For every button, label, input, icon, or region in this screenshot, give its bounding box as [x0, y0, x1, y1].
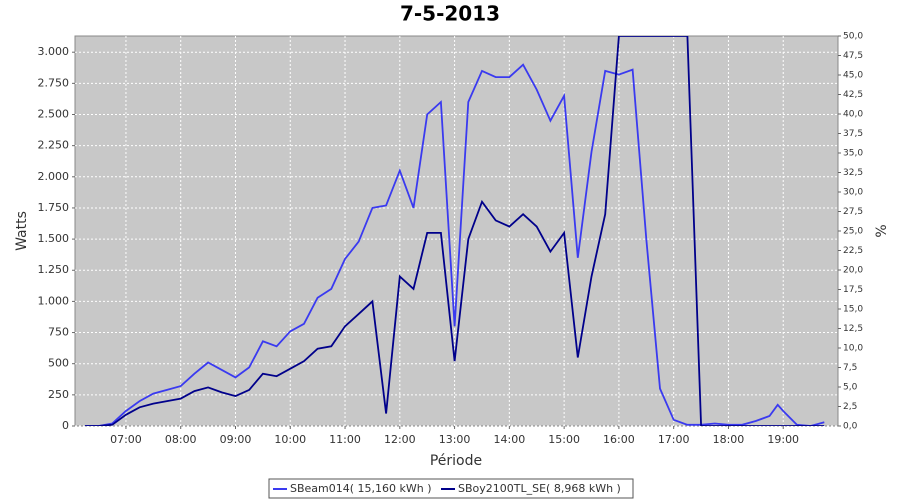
legend-label: SBoy2100TL_SE( 8,968 kWh ): [458, 482, 621, 495]
x-tick-label: 14:00: [494, 433, 526, 446]
y-tick-label: 250: [48, 388, 69, 401]
y-tick-label: 1.750: [38, 201, 70, 214]
plot-area: [74, 35, 839, 427]
y2-tick-label: 20,0: [843, 266, 863, 276]
x-tick-label: 19:00: [767, 433, 799, 446]
x-tick-label: 11:00: [329, 433, 361, 446]
x-tick-label: 12:00: [384, 433, 416, 446]
y2-tick-label: 45,0: [843, 71, 863, 81]
y2-tick-label: 17,5: [843, 285, 863, 295]
x-axis-title: Période: [430, 453, 482, 469]
y2-tick-label: 32,5: [843, 168, 863, 178]
y2-tick-label: 25,0: [843, 227, 863, 237]
x-tick-label: 08:00: [165, 433, 197, 446]
y2-tick-label: 5,0: [843, 383, 858, 393]
y2-axis-title: %: [874, 224, 890, 237]
y2-tick-label: 50,0: [843, 32, 863, 42]
x-tick-label: 09:00: [220, 433, 252, 446]
y2-tick-label: 0,0: [843, 422, 858, 432]
x-tick-label: 13:00: [439, 433, 471, 446]
x-tick-label: 15:00: [548, 433, 580, 446]
y2-tick-label: 2,5: [843, 402, 857, 412]
y-axis-title: Watts: [14, 211, 30, 251]
y-tick-label: 2.500: [38, 107, 70, 120]
series-line: [84, 63, 825, 426]
y2-tick-label: 7,5: [843, 363, 857, 373]
legend-label: SBeam014( 15,160 kWh ): [290, 482, 432, 495]
series-line: [84, 36, 825, 426]
x-tick-label: 10:00: [274, 433, 306, 446]
x-tick-label: 16:00: [603, 433, 635, 446]
y-tick-label: 1.250: [38, 263, 70, 276]
y2-tick-label: 12,5: [843, 324, 863, 334]
x-tick-label: 18:00: [713, 433, 745, 446]
y2-tick-label: 15,0: [843, 305, 863, 315]
y2-tick-label: 40,0: [843, 110, 863, 120]
x-tick-label: 17:00: [658, 433, 690, 446]
y-tick-label: 750: [48, 326, 69, 339]
y2-tick-label: 27,5: [843, 207, 863, 217]
chart-title: 7-5-2013: [400, 2, 500, 26]
y2-tick-label: 47,5: [843, 51, 863, 61]
y-tick-label: 3.000: [38, 45, 70, 58]
y-tick-label: 500: [48, 357, 69, 370]
y-tick-label: 2.000: [38, 170, 70, 183]
y-tick-label: 0: [62, 419, 69, 432]
y-tick-label: 1.000: [38, 294, 70, 307]
y2-tick-label: 10,0: [843, 344, 863, 354]
y2-tick-label: 35,0: [843, 149, 863, 159]
y-tick-label: 2.750: [38, 76, 70, 89]
y-tick-label: 2.250: [38, 139, 70, 152]
y-tick-label: 1.500: [38, 232, 70, 245]
y2-tick-label: 42,5: [843, 90, 863, 100]
x-tick-label: 07:00: [110, 433, 142, 446]
y2-tick-label: 22,5: [843, 246, 863, 256]
y2-tick-label: 30,0: [843, 188, 863, 198]
y2-tick-label: 37,5: [843, 129, 863, 139]
